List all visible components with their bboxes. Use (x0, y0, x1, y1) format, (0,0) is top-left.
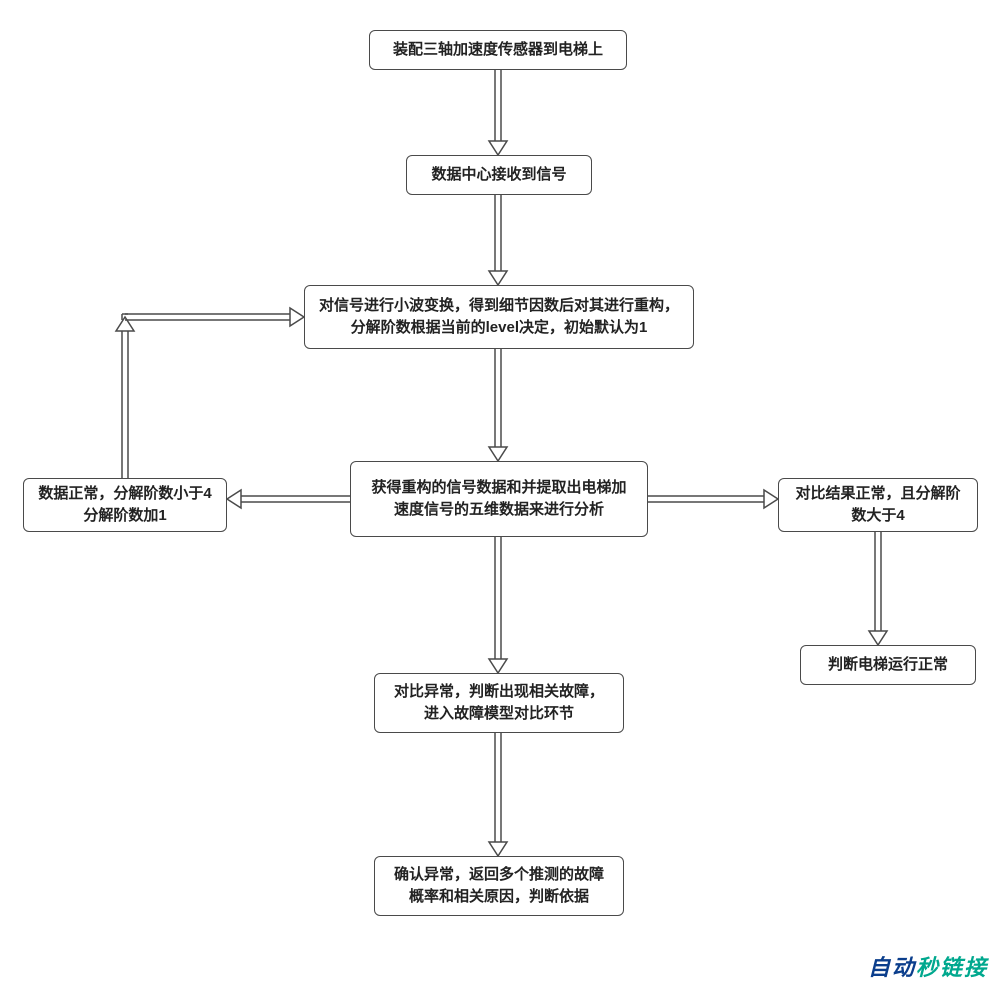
watermark-part2: 秒链接 (916, 955, 988, 980)
flow-node-n2: 数据中心接收到信号 (406, 155, 592, 195)
flow-node-n8: 对比异常，判断出现相关故障，进入故障模型对比环节 (374, 673, 624, 733)
flow-edge-e1 (489, 70, 507, 155)
flow-edge-e3 (489, 349, 507, 461)
flow-node-n1: 装配三轴加速度传感器到电梯上 (369, 30, 627, 70)
flow-edge-e4 (489, 537, 507, 673)
flow-node-n4: 获得重构的信号数据和并提取出电梯加速度信号的五维数据来进行分析 (350, 461, 648, 537)
flow-edge-e2 (489, 195, 507, 285)
watermark-part1: 自动 (868, 955, 916, 980)
flowchart-canvas: 装配三轴加速度传感器到电梯上数据中心接收到信号对信号进行小波变换，得到细节因数后… (0, 0, 1000, 992)
flow-node-n5: 数据正常，分解阶数小于4分解阶数加1 (23, 478, 227, 532)
flow-edge-e5 (489, 733, 507, 856)
flow-node-n9: 确认异常，返回多个推测的故障概率和相关原因，判断依据 (374, 856, 624, 916)
flow-edge-e7 (648, 490, 778, 508)
flow-edge-e10 (125, 308, 304, 326)
flow-node-n7: 判断电梯运行正常 (800, 645, 976, 685)
flow-edge-e6 (227, 490, 350, 508)
flow-edge-e8 (869, 532, 887, 645)
flow-edge-e9 (116, 317, 134, 478)
flow-node-n6: 对比结果正常，且分解阶数大于4 (778, 478, 978, 532)
watermark: 自动秒链接 (868, 950, 988, 982)
flow-node-n3: 对信号进行小波变换，得到细节因数后对其进行重构，分解阶数根据当前的level决定… (304, 285, 694, 349)
